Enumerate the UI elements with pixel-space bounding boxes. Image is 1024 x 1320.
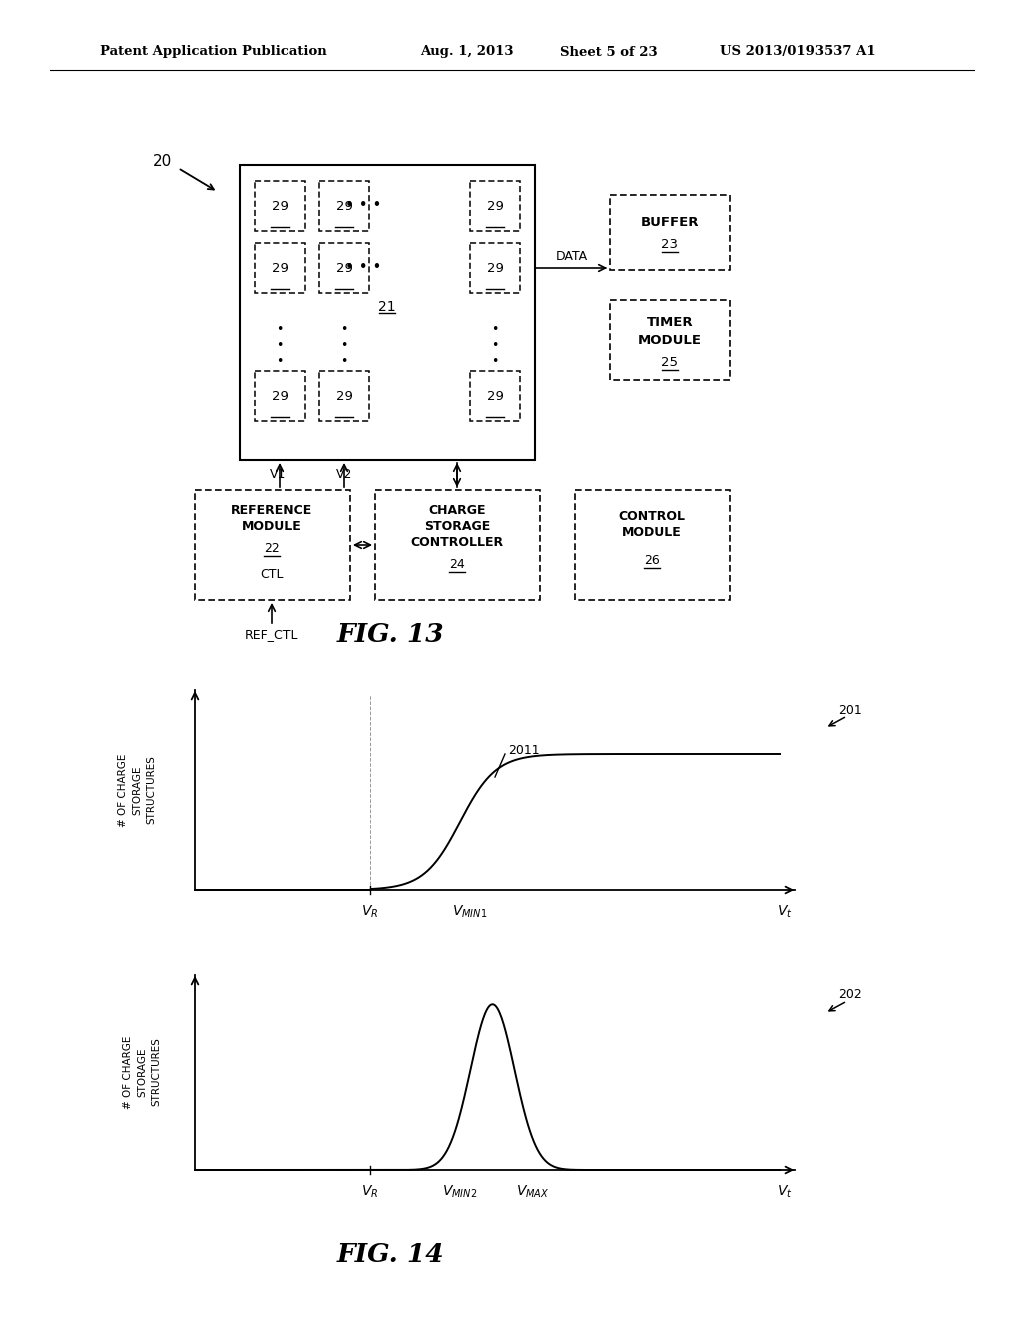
Text: V1: V1 [269,467,286,480]
Text: 24: 24 [450,557,465,570]
Text: 29: 29 [486,199,504,213]
Text: $V_R$: $V_R$ [361,904,379,920]
Text: MODULE: MODULE [623,525,682,539]
Bar [195,490,350,601]
Bar [319,371,369,421]
Text: TIMER: TIMER [647,315,693,329]
Text: # OF CHARGE
STORAGE
STRUCTURES: # OF CHARGE STORAGE STRUCTURES [118,754,156,826]
Text: 202: 202 [838,989,862,1002]
Text: Aug. 1, 2013: Aug. 1, 2013 [420,45,513,58]
Text: CTL: CTL [260,568,284,581]
Bar [319,243,369,293]
Text: 26: 26 [644,553,659,566]
Text: # OF CHARGE
STORAGE
STRUCTURES: # OF CHARGE STORAGE STRUCTURES [123,1035,161,1109]
Bar [470,243,520,293]
Text: CHARGE: CHARGE [428,503,485,516]
Bar [610,300,730,380]
Text: $V_{MIN1}$: $V_{MIN1}$ [453,904,487,920]
Text: STORAGE: STORAGE [424,520,490,532]
Text: 29: 29 [271,199,289,213]
Text: • • •: • • • [345,260,381,276]
Text: Sheet 5 of 23: Sheet 5 of 23 [560,45,657,58]
Text: 22: 22 [264,541,280,554]
Text: REF_CTL: REF_CTL [246,628,299,642]
Text: BUFFER: BUFFER [641,215,699,228]
Text: $V_t$: $V_t$ [777,904,793,920]
Text: $V_{MIN2}$: $V_{MIN2}$ [442,1184,477,1200]
Text: $V_t$: $V_t$ [777,1184,793,1200]
Bar [470,181,520,231]
Text: 29: 29 [271,389,289,403]
Text: 20: 20 [154,154,173,169]
Text: 29: 29 [486,389,504,403]
Text: CONTROL: CONTROL [618,510,685,523]
Text: V2: V2 [336,467,352,480]
Text: 21: 21 [378,300,396,314]
Text: • • •: • • • [345,198,381,214]
Text: 2011: 2011 [508,744,540,758]
Text: $V_{MAX}$: $V_{MAX}$ [516,1184,550,1200]
Text: •
•
•: • • • [276,323,284,368]
Text: 29: 29 [336,389,352,403]
Text: •
•
•: • • • [340,323,348,368]
Text: 29: 29 [271,261,289,275]
Bar [255,181,305,231]
Text: Patent Application Publication: Patent Application Publication [100,45,327,58]
Text: 29: 29 [486,261,504,275]
Text: 25: 25 [662,355,679,368]
Bar [375,490,540,601]
Bar [575,490,730,601]
Text: CONTROLLER: CONTROLLER [411,536,504,549]
Text: FIG. 13: FIG. 13 [336,623,443,648]
Text: FIG. 14: FIG. 14 [336,1242,443,1267]
Bar [240,165,535,459]
Bar [255,371,305,421]
Bar [319,181,369,231]
Text: REFERENCE: REFERENCE [231,503,312,516]
Text: $V_R$: $V_R$ [361,1184,379,1200]
Text: DATA: DATA [556,249,588,263]
Bar [255,243,305,293]
Text: 23: 23 [662,238,679,251]
Text: 29: 29 [336,261,352,275]
Bar [470,371,520,421]
Text: 29: 29 [336,199,352,213]
Bar [610,195,730,271]
Text: MODULE: MODULE [638,334,702,346]
Text: US 2013/0193537 A1: US 2013/0193537 A1 [720,45,876,58]
Text: •
•
•: • • • [492,323,499,368]
Text: MODULE: MODULE [242,520,302,532]
Text: 201: 201 [838,704,862,717]
